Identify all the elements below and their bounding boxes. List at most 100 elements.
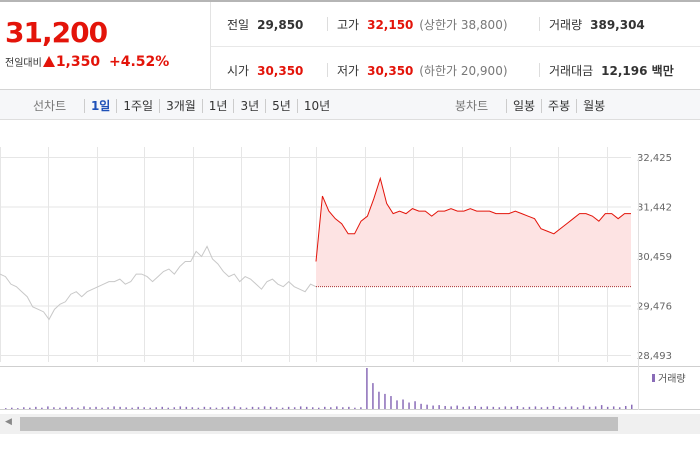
volume-bar — [576, 407, 579, 409]
line-chart-periods: 선차트 1일 1주일 3개월 1년 3년 5년 10년 — [33, 97, 337, 114]
period-tab[interactable]: 5년 — [265, 99, 297, 113]
volume-bar — [468, 406, 470, 409]
volume-bar — [631, 404, 633, 409]
volume-bar — [612, 406, 615, 409]
volume-bar — [402, 399, 404, 409]
volume-bar — [432, 405, 434, 409]
volume-bar — [378, 391, 380, 409]
volume-bar — [348, 406, 350, 409]
quote-cell-limit: (상한가 38,800) — [415, 18, 508, 32]
change-row: 전일대비 1,350 +4.52% — [5, 54, 169, 70]
period-tab[interactable]: 1년 — [201, 99, 234, 113]
candle-tab[interactable]: 월봉 — [576, 99, 612, 113]
volume-bar — [594, 406, 597, 409]
volume-bar — [101, 407, 103, 409]
volume-bar — [498, 407, 501, 409]
volume-bar — [167, 407, 170, 409]
volume-bar — [113, 406, 115, 409]
price-line — [315, 176, 631, 262]
period-tab[interactable]: 1주일 — [116, 99, 160, 113]
quote-cell-value: 32,150 — [367, 18, 414, 32]
candle-chart-periods: 봉차트 일봉 주봉 월봉 — [455, 97, 612, 114]
volume-bar — [552, 405, 555, 409]
line-chart-label: 선차트 — [33, 99, 67, 113]
volume-bar — [245, 407, 248, 409]
volume-bar — [564, 406, 567, 409]
volume-bar — [59, 407, 61, 409]
quote-grid: 전일 29,850 고가 32,150 (상한가 38,800) 거래량 389,304 시… — [211, 2, 700, 90]
quote-cell-label: 시가 — [227, 64, 250, 78]
volume-bar — [119, 406, 121, 409]
volume-bar — [77, 407, 79, 409]
quote-cell-label: 전일 — [227, 18, 250, 32]
volume-bar — [311, 407, 314, 409]
quote-cell-label: 거래량 — [549, 18, 583, 32]
volume-bar — [173, 407, 176, 409]
volume-bar — [65, 406, 67, 409]
quote-cell-value: 30,350 — [367, 64, 414, 78]
quote-panel: 31,200 전일대비 1,350 +4.52% 전일 29,850 고가 32,150… — [0, 0, 700, 90]
volume-bar — [203, 406, 206, 409]
y-tick-label: 32,425 — [637, 153, 672, 164]
scrollbar-thumb[interactable] — [20, 417, 618, 431]
quote-cell: 거래대금 12,196 백만 — [549, 62, 674, 79]
quote-cell-value: 30,350 — [257, 64, 304, 78]
volume-bar — [251, 406, 254, 409]
volume-bar — [516, 405, 519, 409]
volume-bar — [227, 406, 230, 409]
cell-separator — [327, 17, 328, 31]
y-tick-label: 30,459 — [637, 252, 672, 263]
volume-bar — [408, 402, 410, 409]
quote-cell-value: 29,850 — [257, 18, 304, 32]
quote-cell-label: 저가 — [337, 64, 360, 78]
volume-bar — [366, 368, 368, 409]
volume-bar — [456, 405, 458, 409]
volume-bar — [582, 405, 585, 409]
quote-cell-value: 389,304 — [590, 18, 645, 32]
period-tab[interactable]: 3년 — [233, 99, 266, 113]
volume-bar — [330, 407, 332, 409]
volume-bar — [438, 405, 440, 409]
volume-bar — [185, 406, 188, 409]
period-tab[interactable]: 1일 — [83, 99, 117, 113]
volume-bar — [233, 406, 236, 409]
chart-scrollbar[interactable]: ◀ — [0, 414, 700, 434]
candle-tab[interactable]: 일봉 — [505, 99, 542, 113]
volume-bar — [179, 406, 182, 409]
volume-bar — [41, 407, 43, 409]
current-price: 31,200 — [5, 16, 108, 49]
change-percent: +4.52% — [108, 54, 170, 70]
volume-bar — [35, 406, 37, 409]
previous-day-line — [0, 245, 317, 321]
quote-cell: 전일 29,850 — [227, 16, 303, 33]
candle-tab[interactable]: 주봉 — [541, 99, 577, 113]
volume-bar — [600, 405, 603, 409]
quote-cell-label: 고가 — [337, 18, 360, 32]
volume-bar — [239, 407, 242, 409]
volume-bar — [107, 407, 109, 409]
volume-bar — [83, 406, 85, 409]
quote-cell-label: 거래대금 — [549, 64, 594, 78]
volume-bar — [29, 407, 31, 409]
volume-bar — [23, 407, 25, 409]
quote-cell: 고가 32,150 (상한가 38,800) — [337, 16, 508, 33]
period-tab[interactable]: 10년 — [296, 99, 337, 113]
scroll-left-icon[interactable]: ◀ — [5, 417, 12, 427]
period-tab[interactable]: 3개월 — [159, 99, 202, 113]
volume-bar — [125, 407, 127, 409]
volume-bar — [540, 407, 543, 409]
volume-bar — [263, 406, 266, 409]
volume-bar — [281, 407, 284, 409]
volume-bar — [47, 406, 49, 409]
volume-bar — [215, 407, 218, 409]
volume-bar — [474, 405, 476, 409]
volume-bar — [95, 406, 97, 409]
quote-cell: 저가 30,350 (하한가 20,900) — [337, 62, 508, 79]
y-tick-label: 29,476 — [637, 302, 672, 313]
volume-bar — [299, 406, 302, 409]
volume-bar — [5, 408, 7, 409]
volume-bar — [209, 407, 212, 409]
volume-bar — [384, 393, 386, 409]
volume-bar — [414, 401, 416, 409]
volume-bar — [336, 406, 338, 409]
